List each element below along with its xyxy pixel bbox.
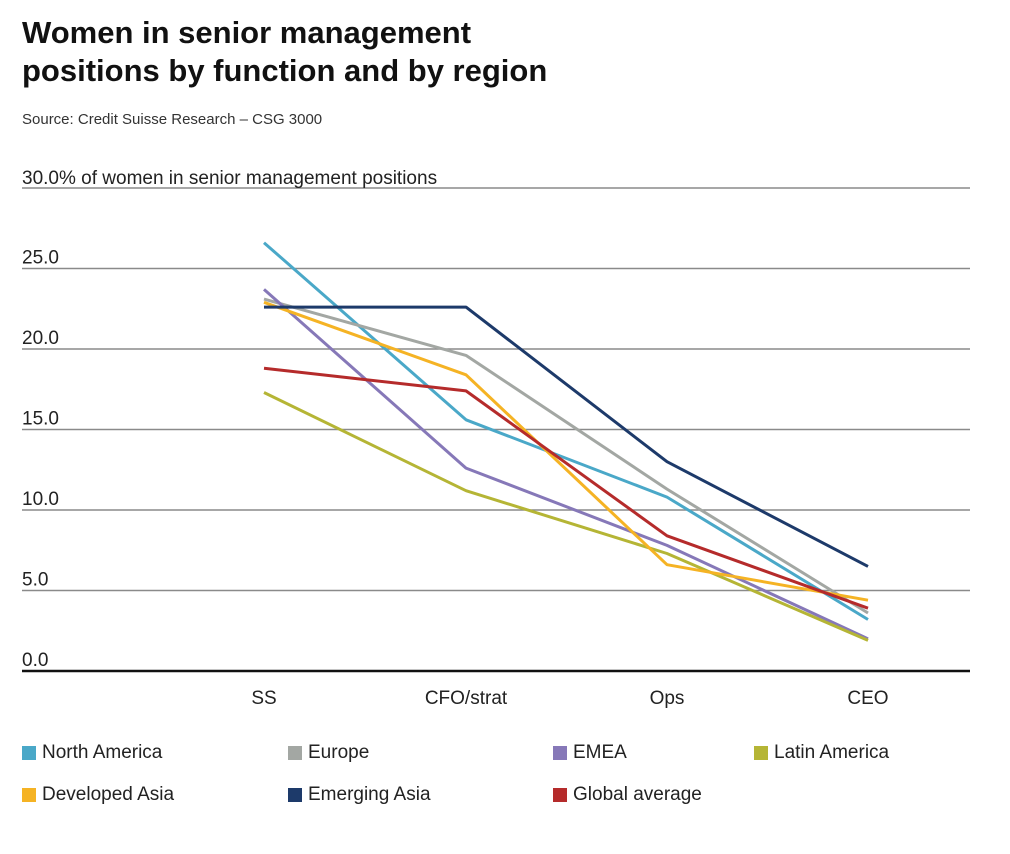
series-line-europe: [263, 297, 869, 615]
legend-label: Global average: [573, 784, 702, 805]
y-tick-label: 25.0: [22, 248, 59, 269]
legend-swatch: [553, 788, 567, 802]
y-tick-label: 15.0: [22, 409, 59, 430]
x-tick-label: SS: [251, 688, 276, 709]
legend-label: Emerging Asia: [308, 784, 431, 805]
series-line-north-america: [263, 241, 869, 621]
y-axis-tick-labels: 0.0 5.0 10.0 15.0 20.0 25.0: [22, 248, 59, 672]
legend-item: Global average: [553, 784, 702, 806]
legend-item: Developed Asia: [22, 784, 174, 806]
chart-legend: North America Europe EMEA Latin America Deve…: [22, 742, 982, 832]
series-line-latin-america: [263, 391, 869, 642]
legend-item: Europe: [288, 742, 369, 764]
legend-item: Emerging Asia: [288, 784, 431, 806]
legend-label: Europe: [308, 742, 370, 763]
x-tick-label: CEO: [847, 688, 888, 709]
legend-swatch: [22, 788, 36, 802]
x-tick-label: CFO/strat: [425, 688, 508, 709]
chart-title-line-2: positions by function and by region: [22, 53, 548, 88]
legend-swatch: [22, 746, 36, 760]
chart-title: Women in senior management positions by …: [22, 14, 722, 90]
y-tick-label: 10.0: [22, 489, 59, 510]
legend-swatch: [553, 746, 567, 760]
chart-source: Source: Credit Suisse Research – CSG 300…: [22, 111, 323, 128]
legend-item: North America: [22, 742, 162, 764]
legend-label: Developed Asia: [42, 784, 175, 805]
legend-swatch: [754, 746, 768, 760]
legend-label: North America: [42, 742, 163, 763]
y-tick-label: 0.0: [22, 650, 48, 671]
chart-title-line-1: Women in senior management: [22, 15, 472, 50]
series-line-emerging-asia: [264, 305, 869, 568]
line-chart: 0.0 5.0 10.0 15.0 20.0 25.0 30.0% of women in…: [22, 168, 970, 709]
x-axis-tick-labels: SS CFO/strat Ops CEO: [251, 688, 888, 709]
x-tick-label: Ops: [650, 688, 685, 709]
series-line-global-average: [263, 366, 869, 610]
series-lines: [263, 241, 869, 642]
y-axis-label: 30.0% of women in senior management posi…: [22, 168, 437, 189]
legend-label: EMEA: [573, 742, 627, 763]
grid-lines: [22, 187, 970, 673]
legend-swatch: [288, 788, 302, 802]
y-tick-label: 5.0: [22, 570, 48, 591]
legend-item: Latin America: [754, 742, 889, 764]
legend-item: EMEA: [553, 742, 627, 764]
legend-swatch: [288, 746, 302, 760]
legend-label: Latin America: [774, 742, 890, 763]
y-tick-label: 20.0: [22, 328, 59, 349]
series-line-developed-asia: [263, 300, 869, 602]
